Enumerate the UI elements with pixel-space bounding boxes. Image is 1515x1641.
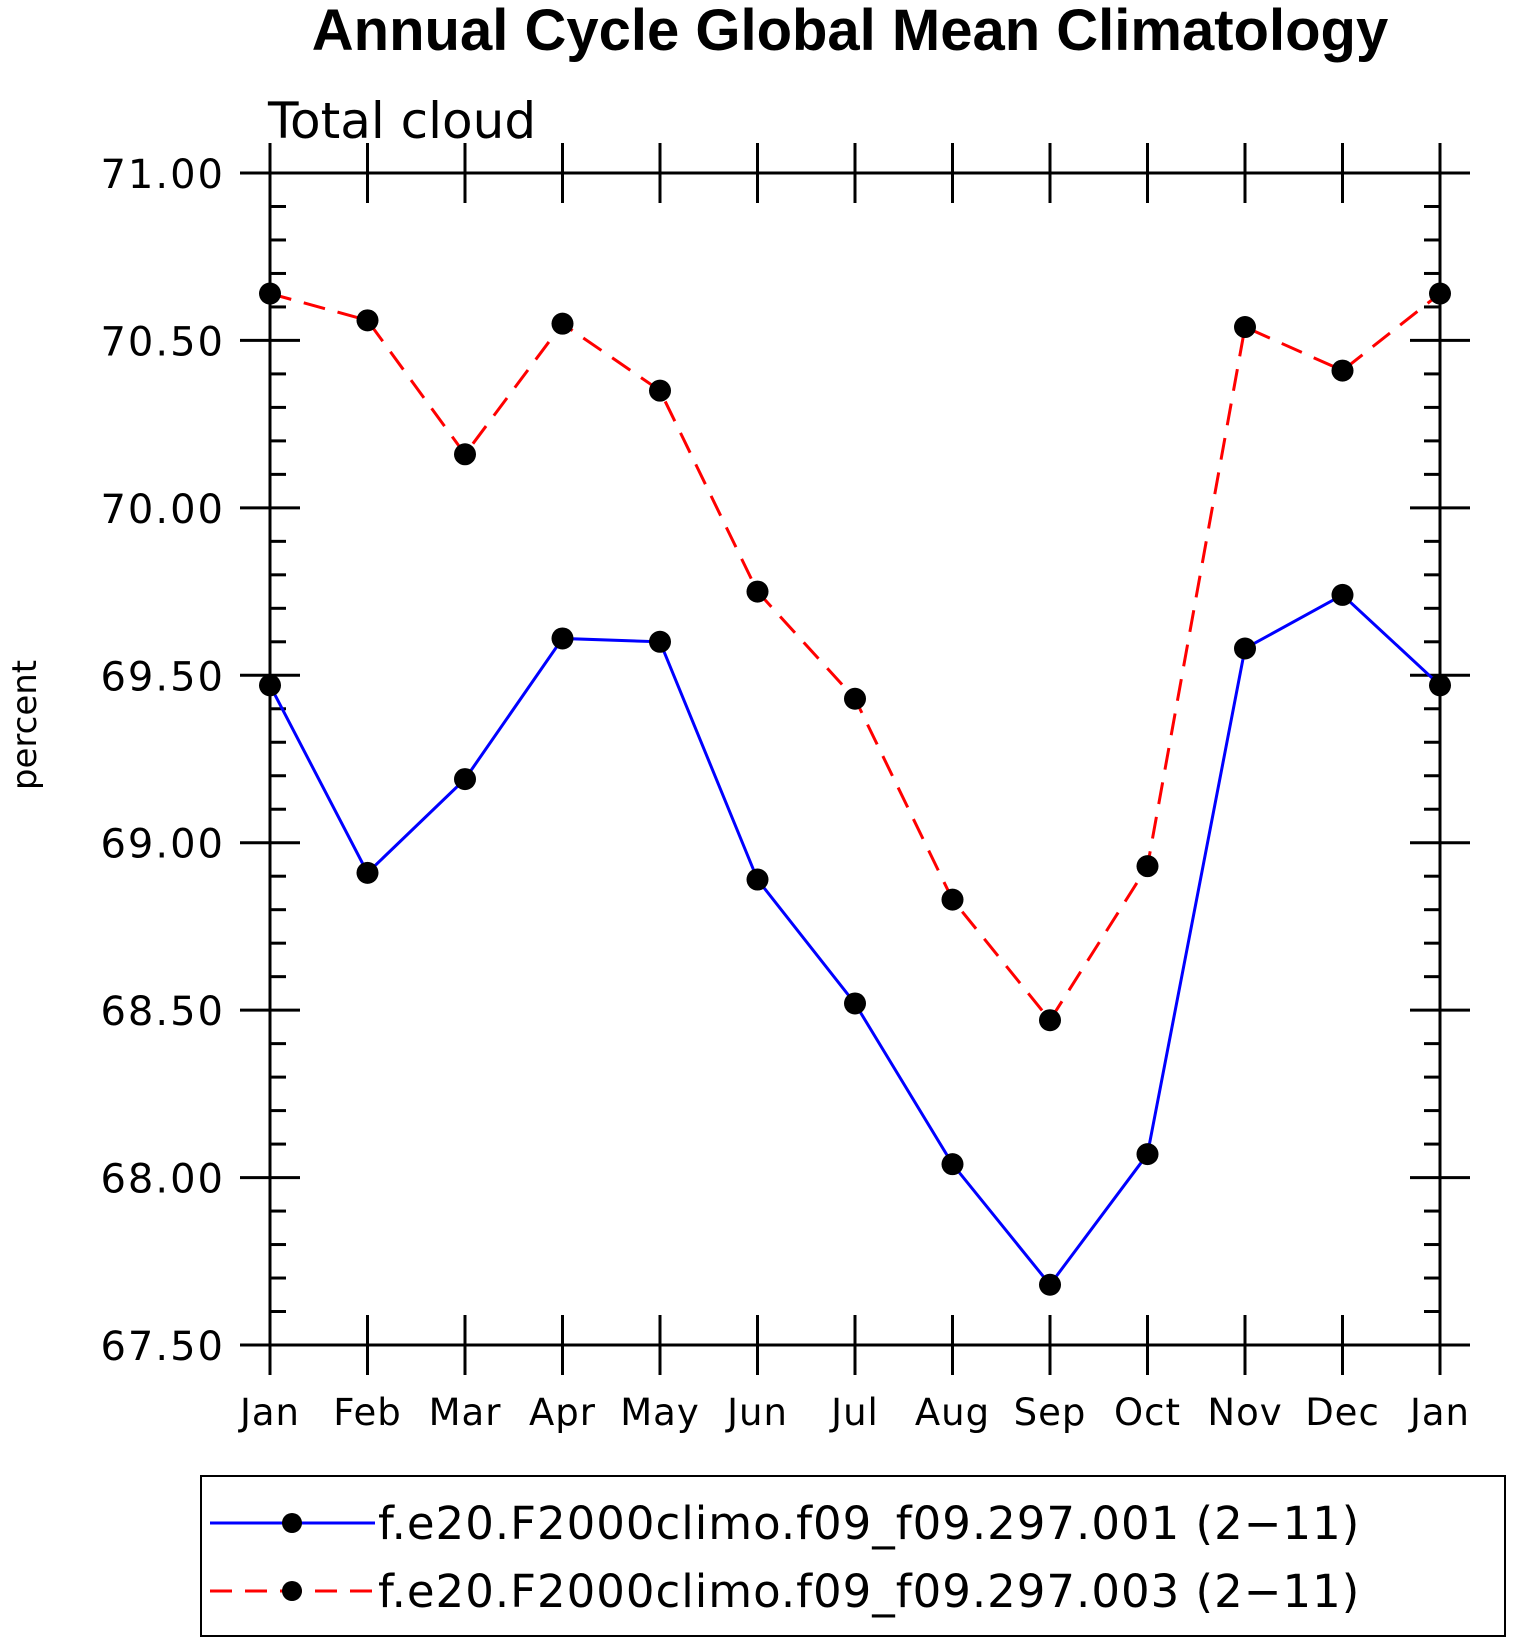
y-tick-label: 71.00 bbox=[100, 152, 225, 198]
legend-label-series-1: f.e20.F2000climo.f09_f09.297.001 (2−11) bbox=[378, 1497, 1360, 1550]
legend-box bbox=[200, 1475, 1506, 1637]
data-point-series-2 bbox=[551, 312, 574, 335]
x-tick-label: Aug bbox=[915, 1391, 990, 1434]
data-point-series-1 bbox=[1234, 637, 1256, 660]
data-point-series-1 bbox=[551, 627, 574, 650]
data-point-series-2 bbox=[1234, 316, 1256, 339]
x-tick-label: Jan bbox=[238, 1391, 300, 1434]
chart-title: Annual Cycle Global Mean Climatology bbox=[312, 0, 1388, 63]
data-point-series-2 bbox=[746, 580, 769, 603]
y-tick-label: 70.00 bbox=[100, 487, 225, 533]
data-point-series-1 bbox=[941, 1153, 964, 1176]
x-tick-label: Sep bbox=[1014, 1391, 1087, 1434]
data-point-series-1 bbox=[1136, 1143, 1159, 1166]
data-point-series-1 bbox=[649, 630, 671, 653]
plot-frame bbox=[268, 171, 1442, 1347]
data-point-series-1 bbox=[259, 674, 281, 697]
data-point-series-1 bbox=[844, 992, 866, 1015]
data-point-series-1 bbox=[746, 868, 769, 891]
x-tick-label: Dec bbox=[1305, 1391, 1380, 1434]
x-tick-label: Apr bbox=[529, 1391, 596, 1434]
x-tick-label: May bbox=[620, 1391, 700, 1434]
x-tick-label: Jan bbox=[1408, 1391, 1470, 1434]
x-tick-label: Jun bbox=[725, 1391, 788, 1434]
x-tick-label: Oct bbox=[1114, 1391, 1181, 1434]
data-point-series-2 bbox=[649, 379, 671, 402]
data-point-series-2 bbox=[356, 309, 379, 332]
y-tick-label: 68.50 bbox=[100, 989, 225, 1035]
y-tick-label: 69.50 bbox=[100, 654, 225, 700]
data-point-series-2 bbox=[1136, 855, 1159, 878]
y-axis-label: percent bbox=[5, 660, 45, 790]
legend: f.e20.F2000climo.f09_f09.297.001 (2−11) … bbox=[200, 1475, 1506, 1637]
data-point-series-2 bbox=[844, 687, 866, 710]
data-point-series-1 bbox=[1331, 583, 1354, 606]
data-point-series-2 bbox=[1331, 359, 1354, 382]
x-tick-label: Nov bbox=[1207, 1391, 1282, 1434]
legend-marker-series-2 bbox=[282, 1581, 302, 1601]
data-point-series-1 bbox=[1429, 674, 1451, 697]
data-point-series-2 bbox=[1039, 1009, 1061, 1032]
y-tick-label: 67.50 bbox=[100, 1324, 225, 1370]
x-tick-label: Jul bbox=[829, 1391, 879, 1434]
legend-label-series-2: f.e20.F2000climo.f09_f09.297.003 (2−11) bbox=[378, 1565, 1360, 1618]
series-lines bbox=[268, 292, 1442, 1288]
data-point-series-2 bbox=[259, 282, 281, 305]
data-point-series-2 bbox=[454, 443, 476, 466]
y-tick-label: 70.50 bbox=[100, 319, 225, 365]
x-tick-label: Mar bbox=[429, 1391, 502, 1434]
series-markers bbox=[259, 282, 1451, 1296]
data-point-series-2 bbox=[941, 888, 964, 911]
y-tick-label: 68.00 bbox=[100, 1157, 225, 1203]
legend-marker-series-1 bbox=[282, 1513, 302, 1533]
data-point-series-1 bbox=[454, 768, 476, 791]
y-tick-label: 69.00 bbox=[100, 822, 225, 868]
chart-subtitle: Total cloud bbox=[267, 92, 536, 150]
x-tick-label: Feb bbox=[333, 1391, 402, 1434]
data-point-series-1 bbox=[1039, 1273, 1061, 1296]
data-point-series-1 bbox=[356, 861, 379, 884]
series-line-2 bbox=[269, 292, 1441, 1023]
data-point-series-2 bbox=[1429, 282, 1451, 305]
